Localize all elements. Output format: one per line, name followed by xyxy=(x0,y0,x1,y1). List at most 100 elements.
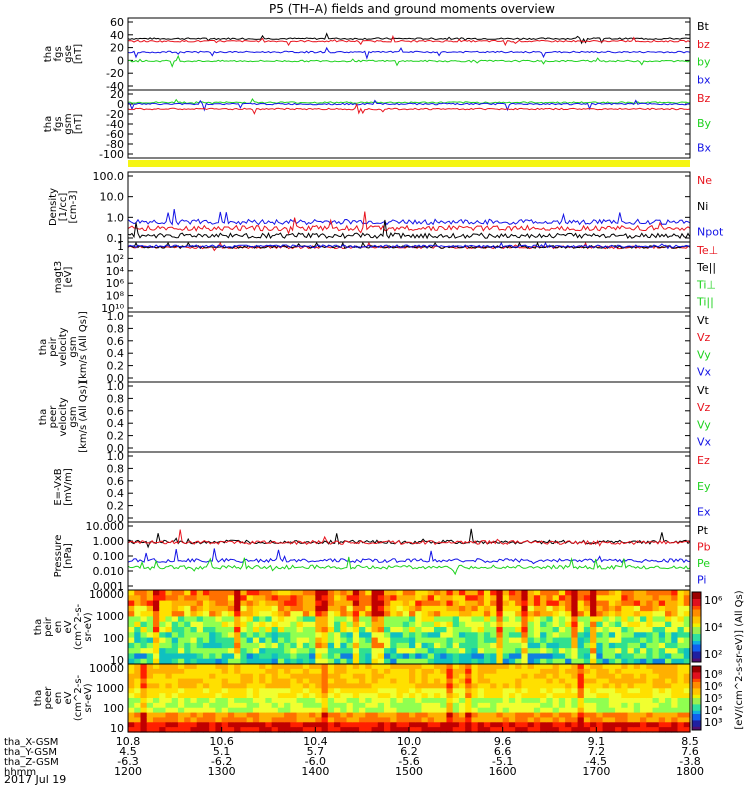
heat-cell xyxy=(640,727,647,733)
heat-cell xyxy=(252,605,260,612)
heat-cell xyxy=(202,712,210,719)
heat-cell xyxy=(221,702,229,709)
heat-cell xyxy=(296,658,304,665)
heat-cell xyxy=(515,702,522,709)
heat-cell xyxy=(309,722,316,728)
heat-cell xyxy=(458,722,466,728)
heat-cell xyxy=(128,664,135,670)
heat-cell xyxy=(265,698,273,704)
heat-cell xyxy=(665,637,672,644)
heat-cell xyxy=(658,595,666,602)
heat-cell xyxy=(665,600,672,607)
heat-cell xyxy=(415,668,423,675)
heat-cell xyxy=(396,722,404,728)
heat-cell xyxy=(527,702,535,709)
heat-cell xyxy=(521,621,529,628)
heat-cell xyxy=(646,627,654,633)
heat-cell xyxy=(683,668,691,675)
heat-cell xyxy=(146,590,154,596)
heat-cell xyxy=(152,702,160,709)
heat-cell xyxy=(683,673,691,680)
heat-cell xyxy=(390,717,398,723)
heat-cell xyxy=(502,621,510,628)
heat-cell xyxy=(259,668,266,675)
heat-cell xyxy=(508,637,516,644)
heat-cell xyxy=(440,683,448,689)
heat-cell xyxy=(128,600,135,607)
heat-cell xyxy=(184,664,192,670)
heat-cell xyxy=(165,698,173,704)
heat-cell xyxy=(365,698,373,704)
heat-cell xyxy=(458,688,466,694)
heat-cell xyxy=(627,627,635,633)
heat-cell xyxy=(409,642,416,649)
heat-cell xyxy=(384,595,391,602)
heat-cell xyxy=(321,658,329,665)
heat-cell xyxy=(290,590,298,596)
heat-cell xyxy=(290,600,298,607)
heat-cell xyxy=(577,678,585,685)
ylabel-line: [nT] xyxy=(73,44,84,64)
heat-cell xyxy=(571,611,579,618)
heat-cell xyxy=(596,590,604,596)
heat-cell xyxy=(646,727,654,733)
heat-cell xyxy=(277,668,285,675)
heat-cell xyxy=(165,712,173,719)
heat-cell xyxy=(227,668,235,675)
heat-cell xyxy=(346,590,354,596)
heat-cell xyxy=(458,653,466,660)
heat-cell xyxy=(165,595,173,602)
heat-cell xyxy=(315,595,323,602)
heat-cell xyxy=(608,693,616,699)
heat-cell xyxy=(309,683,316,689)
heat-cell xyxy=(184,693,192,699)
colorbar-label: [eV/(cm^2-s-sr-eV)] (All Qs) xyxy=(734,590,745,729)
heat-cell xyxy=(177,664,185,670)
heat-cell xyxy=(128,632,135,639)
heat-cell xyxy=(633,627,641,633)
heat-cell xyxy=(302,637,310,644)
heat-cell xyxy=(365,707,373,714)
heat-cell xyxy=(527,595,535,602)
heat-cell xyxy=(134,707,142,714)
heat-cell xyxy=(327,673,335,680)
heat-cell xyxy=(340,621,348,628)
heat-cell xyxy=(446,702,454,709)
heat-cell xyxy=(665,648,672,655)
heat-cell xyxy=(384,678,391,685)
heat-cell xyxy=(290,616,298,623)
heat-cell xyxy=(646,637,654,644)
heat-cell xyxy=(177,621,185,628)
heat-cell xyxy=(440,727,448,733)
heat-cell xyxy=(315,707,323,714)
ytick-label: 10⁴ xyxy=(106,265,125,278)
heat-cell xyxy=(658,702,666,709)
heat-cell xyxy=(346,637,354,644)
heat-cell xyxy=(483,605,491,612)
heat-cell xyxy=(290,722,298,728)
heat-cell xyxy=(402,698,410,704)
heat-cell xyxy=(396,683,404,689)
heat-cell xyxy=(433,658,441,665)
heat-cell xyxy=(677,627,685,633)
heat-cell xyxy=(346,698,354,704)
heat-cell xyxy=(134,595,142,602)
axis-tick-label: 1500 xyxy=(395,765,423,778)
heat-cell xyxy=(346,688,354,694)
heat-cell xyxy=(284,707,291,714)
heat-cell xyxy=(515,600,522,607)
heat-cell xyxy=(284,678,291,685)
heat-cell xyxy=(252,653,260,660)
ytick-label: 1000 xyxy=(96,682,124,695)
heat-cell xyxy=(590,632,597,639)
heat-cell xyxy=(496,648,504,655)
heat-cell xyxy=(302,717,310,723)
heat-cell xyxy=(240,605,248,612)
heat-cell xyxy=(296,632,304,639)
heat-cell xyxy=(546,616,554,623)
heat-cell xyxy=(490,722,498,728)
heat-cell xyxy=(602,702,610,709)
heat-cell xyxy=(215,611,223,618)
heat-cell xyxy=(465,627,473,633)
heat-cell xyxy=(677,621,685,628)
